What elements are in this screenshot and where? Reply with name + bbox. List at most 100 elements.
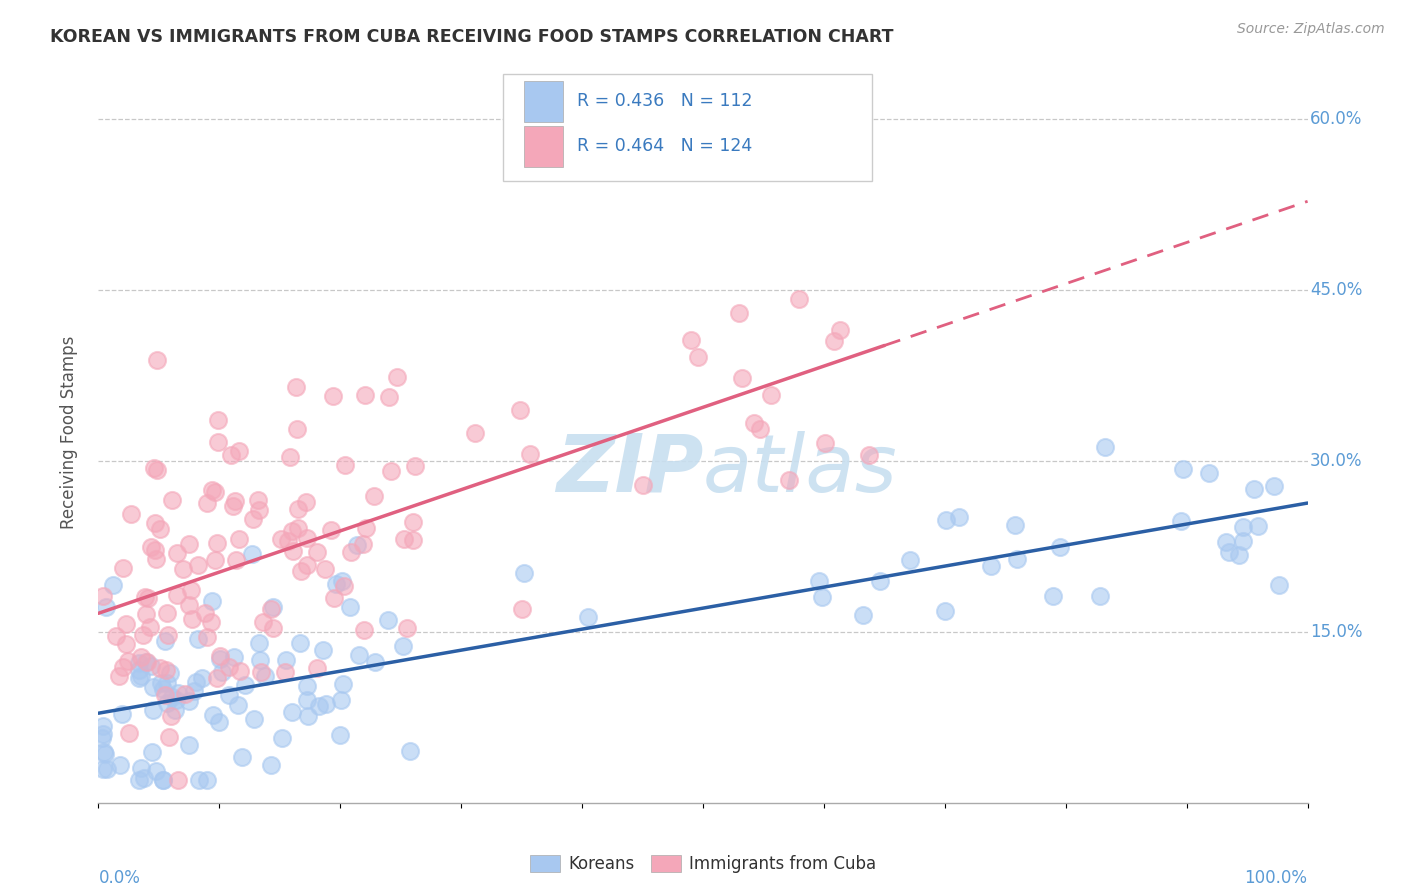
Point [1042, 589, 1064, 603]
Point [201, 483, 224, 498]
Point [242, 512, 264, 526]
Point [115, 637, 138, 651]
Point [188, 772, 211, 787]
Point [160, 690, 183, 705]
Point [112, 560, 135, 574]
Point [195, 496, 218, 510]
Point [810, 590, 832, 604]
Point [218, 660, 240, 674]
Point [128, 656, 150, 670]
Point [152, 681, 174, 696]
Point [787, 293, 810, 307]
Point [288, 636, 311, 650]
Point [91, 762, 114, 776]
Point [305, 545, 328, 559]
Point [160, 493, 183, 508]
Point [132, 628, 155, 642]
Point [934, 604, 956, 618]
Point [828, 323, 851, 337]
Point [143, 543, 166, 558]
Point [101, 577, 124, 591]
Point [134, 590, 156, 604]
Point [1005, 551, 1028, 566]
Text: 0.0%: 0.0% [98, 870, 141, 888]
Text: R = 0.464   N = 124: R = 0.464 N = 124 [578, 137, 752, 155]
Text: 100.0%: 100.0% [1244, 870, 1308, 888]
Point [353, 624, 375, 638]
Point [778, 474, 800, 488]
FancyBboxPatch shape [503, 73, 872, 181]
Point [128, 772, 150, 787]
Point [208, 715, 231, 730]
Point [377, 613, 399, 627]
Point [155, 606, 177, 620]
Point [184, 675, 207, 690]
Point [727, 306, 749, 320]
Point [166, 546, 188, 560]
Point [139, 620, 162, 634]
Point [200, 615, 222, 630]
Point [391, 640, 413, 654]
Point [146, 463, 169, 477]
Point [576, 610, 599, 624]
Point [1004, 517, 1026, 532]
Point [205, 671, 228, 685]
Point [110, 757, 132, 772]
Point [174, 687, 197, 701]
Point [396, 621, 419, 635]
Point [356, 521, 378, 535]
Point [852, 608, 875, 623]
Point [277, 533, 299, 548]
Point [243, 712, 266, 726]
Point [165, 693, 187, 707]
Point [404, 459, 426, 474]
Point [295, 558, 318, 572]
Point [464, 425, 486, 440]
Point [287, 521, 309, 535]
Point [183, 683, 205, 698]
Point [1094, 441, 1116, 455]
Point [247, 503, 270, 517]
Point [91, 727, 114, 741]
Point [322, 389, 344, 403]
Point [314, 562, 336, 576]
Point [139, 659, 162, 673]
Point [333, 578, 356, 592]
Point [305, 661, 328, 675]
Point [319, 523, 342, 537]
Point [195, 630, 218, 644]
Point [218, 688, 240, 702]
Point [167, 772, 190, 787]
Point [278, 450, 301, 464]
Point [252, 615, 274, 629]
Point [132, 771, 155, 785]
Point [142, 680, 165, 694]
Point [129, 650, 152, 665]
Bar [524, 126, 562, 167]
Point [93, 745, 115, 759]
Point [136, 655, 159, 669]
Point [246, 492, 269, 507]
Point [149, 522, 172, 536]
Point [142, 703, 165, 717]
Point [157, 730, 180, 744]
Point [146, 353, 169, 368]
Point [315, 697, 337, 711]
Text: 30.0%: 30.0% [1310, 452, 1362, 470]
Point [247, 635, 270, 649]
Bar [524, 81, 562, 121]
Point [163, 703, 186, 717]
Point [91, 731, 114, 745]
Text: 45.0%: 45.0% [1310, 281, 1362, 299]
Point [1268, 578, 1291, 592]
Point [254, 669, 277, 683]
Point [179, 599, 201, 613]
Point [135, 655, 157, 669]
Point [898, 553, 921, 567]
Point [759, 387, 782, 401]
Point [193, 606, 215, 620]
Point [96, 762, 118, 776]
Point [105, 629, 128, 643]
Point [120, 507, 142, 521]
Point [513, 566, 536, 581]
